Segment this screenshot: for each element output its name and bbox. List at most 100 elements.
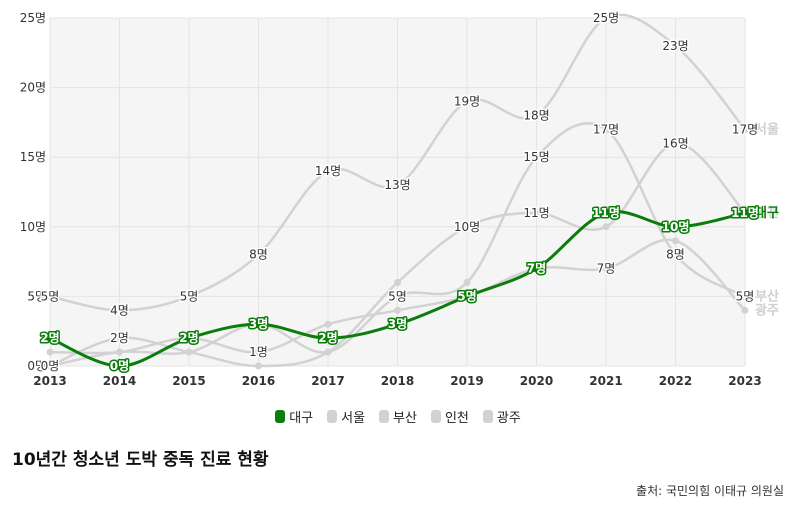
data-label-highlight: 3명 [249, 317, 268, 331]
series-end-label: 부산 [755, 288, 779, 304]
x-tick-label: 2020 [520, 374, 553, 388]
y-tick-label: 25명 [20, 11, 46, 25]
data-label: 2명 [110, 331, 129, 345]
series-end-label: 대구 [755, 206, 779, 221]
data-point [46, 334, 54, 343]
data-point [463, 292, 471, 301]
data-label: 5명 [388, 289, 407, 303]
legend-swatch [327, 410, 338, 423]
x-tick-label: 2013 [33, 374, 66, 388]
data-label: 15명 [523, 150, 549, 164]
data-label: 18명 [523, 108, 549, 122]
legend-item[interactable]: 부산 [379, 407, 417, 426]
data-label: 8명 [249, 248, 268, 262]
data-point [46, 292, 54, 300]
x-tick-label: 2022 [659, 374, 692, 388]
data-point [741, 306, 749, 314]
data-label: 0명 [41, 359, 60, 373]
data-point [602, 265, 610, 273]
data-point [741, 208, 749, 217]
data-label-highlight: 11명 [731, 206, 759, 220]
data-label: 1명 [249, 345, 268, 359]
x-tick-label: 2018 [381, 374, 414, 388]
data-point [324, 320, 332, 328]
data-label: 13명 [384, 178, 410, 192]
data-label: 7명 [597, 262, 616, 276]
data-label: 5명 [736, 289, 755, 303]
data-point [672, 42, 679, 50]
data-point [394, 278, 401, 286]
legend-item[interactable]: 서울 [327, 407, 365, 426]
data-point [115, 362, 124, 370]
data-point [741, 292, 749, 300]
data-point [324, 348, 332, 356]
legend-swatch [275, 410, 286, 423]
data-point [672, 251, 679, 259]
line-chart: 0명 5명 10명 15명 20명 25명 2013 2014 2015 2016 2017 2018… [20, 10, 779, 389]
data-point [672, 139, 679, 147]
data-point [602, 208, 610, 217]
data-point [533, 209, 540, 217]
legend-item[interactable]: 인천 [430, 407, 469, 426]
data-point [116, 334, 123, 342]
data-label: 5명 [180, 289, 199, 303]
legend-item[interactable]: 대구 [275, 407, 313, 426]
data-point [602, 223, 610, 231]
data-point [185, 292, 193, 300]
y-tick-label: 10명 [20, 220, 46, 234]
data-label-highlight: 10명 [662, 220, 690, 234]
data-label: 17명 [732, 122, 758, 136]
legend-label: 부산 [393, 411, 417, 426]
series-line-부산 [49, 122, 746, 368]
data-label-highlight: 5명 [457, 289, 476, 303]
data-point [602, 125, 610, 133]
data-label-highlight: 11명 [592, 206, 620, 220]
legend-label: 인천 [444, 411, 469, 426]
data-label: 4명 [110, 303, 129, 317]
data-point [46, 348, 54, 356]
data-point [671, 222, 680, 231]
data-label: 25명 [593, 11, 619, 25]
legend-label: 대구 [289, 411, 314, 426]
data-label: 19명 [454, 95, 480, 109]
x-tick-label: 2015 [172, 374, 205, 388]
legend-item[interactable]: 광주 [482, 407, 521, 426]
data-label-highlight: 2명 [318, 331, 337, 345]
series-end-label: 인천 [755, 205, 779, 221]
chart-title: 10년간 청소년 도박 중독 진료 현황 [12, 450, 269, 470]
legend-label: 광주 [496, 411, 521, 426]
data-point [324, 334, 332, 343]
y-tick-label: 15명 [20, 150, 46, 164]
data-label-highlight: 3명 [388, 317, 407, 331]
series-line-서울 [49, 13, 746, 312]
series-line-광주 [49, 238, 746, 355]
data-point [394, 292, 401, 300]
data-label: 23명 [662, 39, 688, 53]
data-point [532, 264, 541, 273]
source-note: 출처: 국민의힘 이태규 의원실 [636, 484, 784, 498]
data-point [46, 362, 54, 370]
data-point [255, 362, 262, 370]
data-point [116, 306, 123, 314]
data-point [185, 334, 193, 343]
data-point [255, 251, 262, 259]
data-label: 16명 [662, 136, 688, 150]
x-tick-label: 2021 [589, 374, 622, 388]
data-label: 5명 [41, 289, 60, 303]
data-point [185, 348, 193, 356]
legend-label: 서울 [341, 411, 366, 426]
series-end-label: 광주 [755, 303, 779, 318]
data-point [394, 181, 401, 189]
data-point [116, 348, 123, 356]
legend: 대구 서울 부산 인천 광주 [0, 407, 796, 426]
data-point [533, 153, 540, 161]
data-label: 10명 [454, 220, 480, 234]
legend-swatch [379, 410, 390, 423]
data-point [672, 237, 679, 245]
x-tick-label: 2023 [728, 374, 761, 388]
data-point [533, 111, 540, 119]
series-end-label: 서울 [755, 121, 779, 137]
data-point [324, 167, 332, 175]
data-point [741, 125, 749, 133]
data-point [394, 306, 401, 314]
